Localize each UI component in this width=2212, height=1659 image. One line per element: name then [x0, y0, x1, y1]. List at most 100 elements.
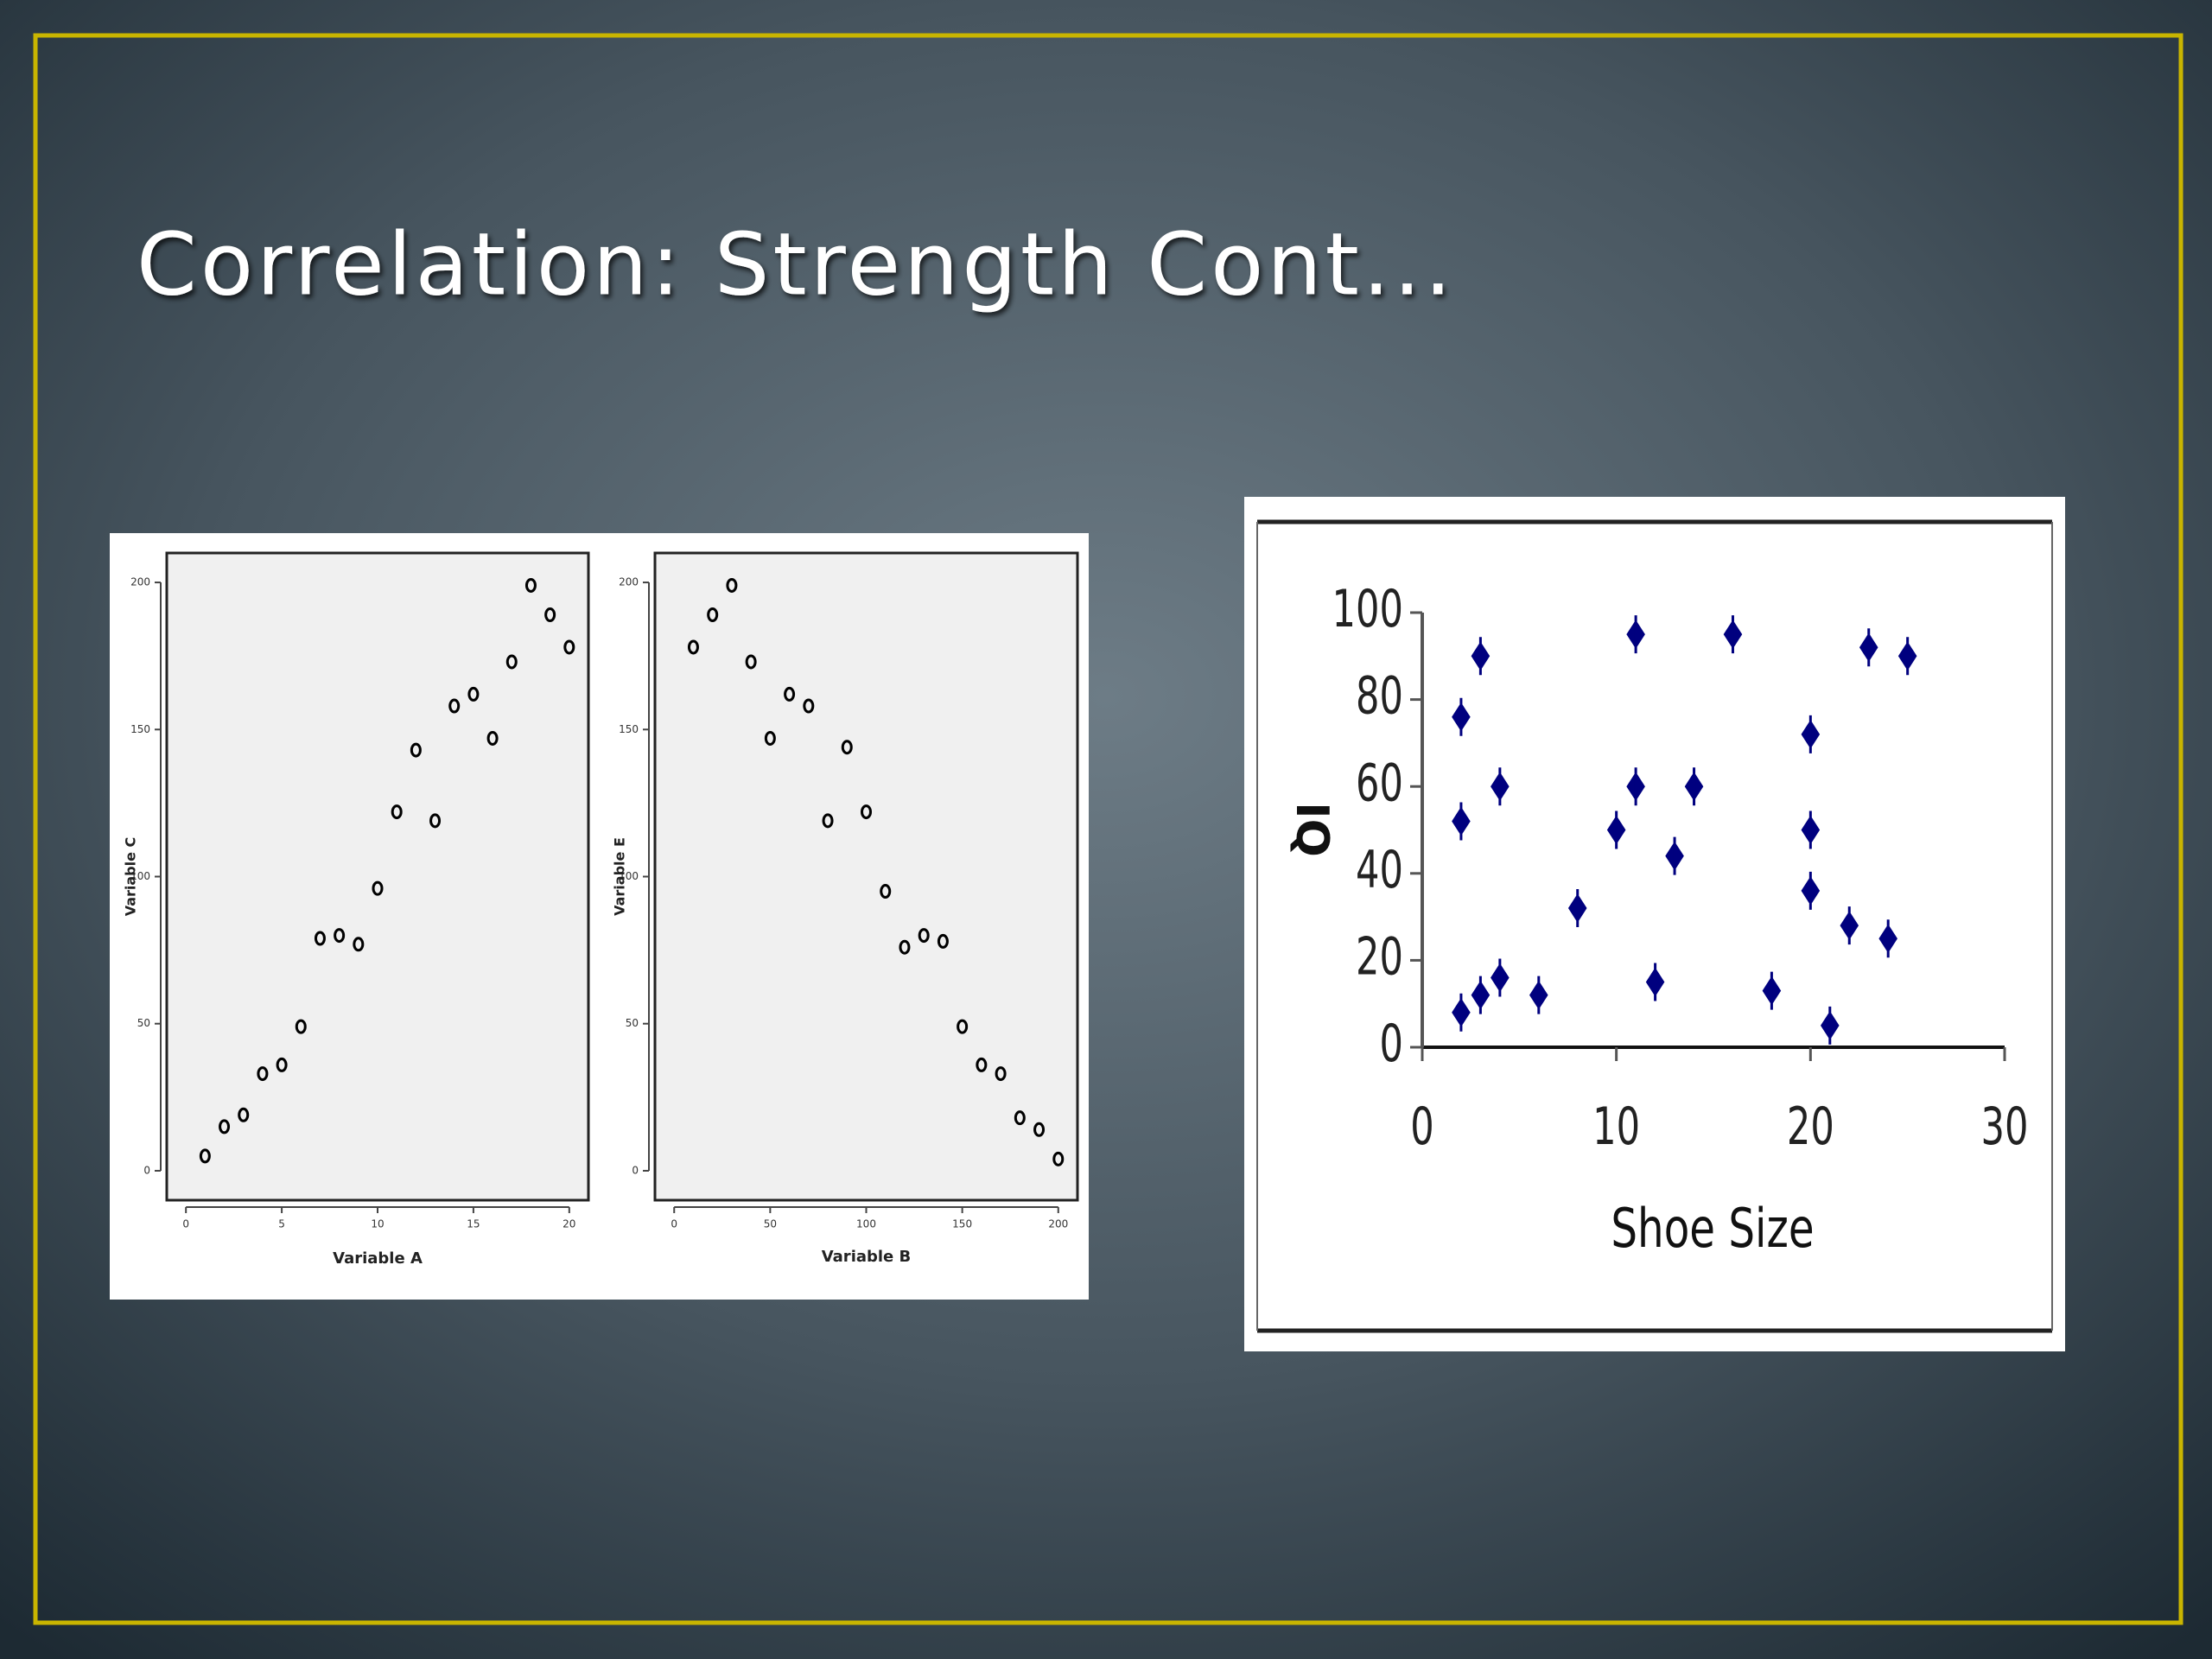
point — [1684, 767, 1704, 806]
point — [1626, 767, 1645, 806]
point — [1859, 628, 1878, 667]
x-tick-label: 20 — [1787, 1096, 1834, 1157]
point — [707, 607, 719, 622]
x-tick-label: 5 — [278, 1218, 285, 1230]
point — [1567, 889, 1587, 928]
point — [1878, 919, 1897, 958]
point — [505, 654, 518, 670]
point — [391, 804, 403, 820]
x-axis-label: Variable A — [333, 1249, 423, 1268]
y-tick-label: 20 — [1356, 926, 1403, 987]
point — [1452, 697, 1471, 736]
y-tick-label: 50 — [626, 1017, 639, 1029]
y-tick-label: 150 — [619, 723, 639, 735]
y-tick-label: 100 — [130, 870, 150, 882]
point — [353, 937, 365, 952]
y-tick-label: 200 — [130, 576, 150, 588]
x-tick-label: 0 — [1410, 1096, 1433, 1157]
point — [372, 880, 384, 896]
point — [524, 577, 537, 593]
y-tick-label: 0 — [143, 1164, 150, 1176]
x-tick-label: 20 — [563, 1218, 575, 1230]
point — [334, 928, 346, 944]
x-tick-label: 15 — [467, 1218, 480, 1230]
y-tick-label: 40 — [1356, 840, 1403, 900]
x-tick-label: 0 — [182, 1218, 189, 1230]
y-axis-label: Variable E — [612, 837, 628, 916]
x-tick-label: 10 — [1592, 1096, 1640, 1157]
point — [1491, 958, 1510, 997]
slide-border — [33, 33, 2183, 1625]
x-tick-label: 100 — [856, 1218, 876, 1230]
y-axis-label: IQ — [1286, 802, 1338, 857]
point — [841, 740, 853, 755]
point — [1821, 1006, 1840, 1045]
point — [995, 1066, 1007, 1082]
point — [726, 577, 738, 593]
point — [764, 730, 776, 746]
point — [1645, 963, 1665, 1001]
point — [199, 1148, 211, 1164]
point — [238, 1107, 250, 1122]
point — [276, 1057, 288, 1072]
point — [1452, 802, 1471, 841]
plot-area — [653, 551, 1079, 1202]
point — [976, 1057, 988, 1072]
x-axis-label: Variable B — [822, 1248, 912, 1266]
point — [1723, 615, 1743, 654]
point — [880, 884, 892, 899]
y-tick-label: 100 — [619, 870, 639, 882]
y-tick-label: 0 — [1380, 1014, 1403, 1074]
point — [822, 813, 834, 829]
point — [486, 730, 499, 746]
point — [1033, 1122, 1046, 1137]
point — [1491, 767, 1510, 806]
point — [1014, 1110, 1026, 1126]
point — [1801, 715, 1821, 753]
point — [861, 804, 872, 820]
point — [1626, 615, 1645, 654]
point — [687, 639, 699, 655]
y-axis-label: Variable C — [123, 837, 139, 917]
point — [803, 698, 815, 714]
point — [1471, 637, 1491, 676]
point — [745, 654, 757, 670]
x-tick-label: 0 — [671, 1218, 677, 1230]
point — [1606, 810, 1626, 849]
point — [1052, 1151, 1065, 1166]
point — [1665, 836, 1684, 875]
y-tick-label: 0 — [632, 1164, 639, 1176]
point — [899, 939, 911, 955]
point — [314, 931, 326, 946]
point — [918, 928, 930, 944]
point — [410, 742, 422, 758]
y-tick-label: 50 — [137, 1017, 150, 1029]
x-tick-label: 150 — [952, 1218, 972, 1230]
point — [467, 686, 480, 702]
point — [448, 698, 461, 714]
plot-area — [165, 551, 590, 1202]
point — [563, 639, 575, 655]
x-tick-label: 50 — [764, 1218, 777, 1230]
slide-title: Correlation: Strength Cont... — [137, 213, 1455, 315]
y-tick-label: 80 — [1356, 666, 1403, 727]
y-tick-label: 200 — [619, 576, 639, 588]
point — [295, 1019, 307, 1034]
x-tick-label: 200 — [1048, 1218, 1068, 1230]
point — [1762, 971, 1782, 1010]
image-panel — [1244, 497, 2065, 1351]
point — [1529, 976, 1548, 1014]
point — [1452, 993, 1471, 1032]
y-tick-label: 150 — [130, 723, 150, 735]
point — [257, 1066, 269, 1082]
point — [544, 607, 556, 622]
point — [429, 813, 442, 829]
point — [937, 933, 949, 949]
x-tick-label: 30 — [1981, 1096, 2029, 1157]
y-tick-label: 100 — [1332, 579, 1403, 639]
x-tick-label: 10 — [371, 1218, 384, 1230]
point — [1801, 810, 1821, 849]
point — [1897, 637, 1917, 676]
x-axis-label: Shoe Size — [1611, 1198, 1814, 1260]
